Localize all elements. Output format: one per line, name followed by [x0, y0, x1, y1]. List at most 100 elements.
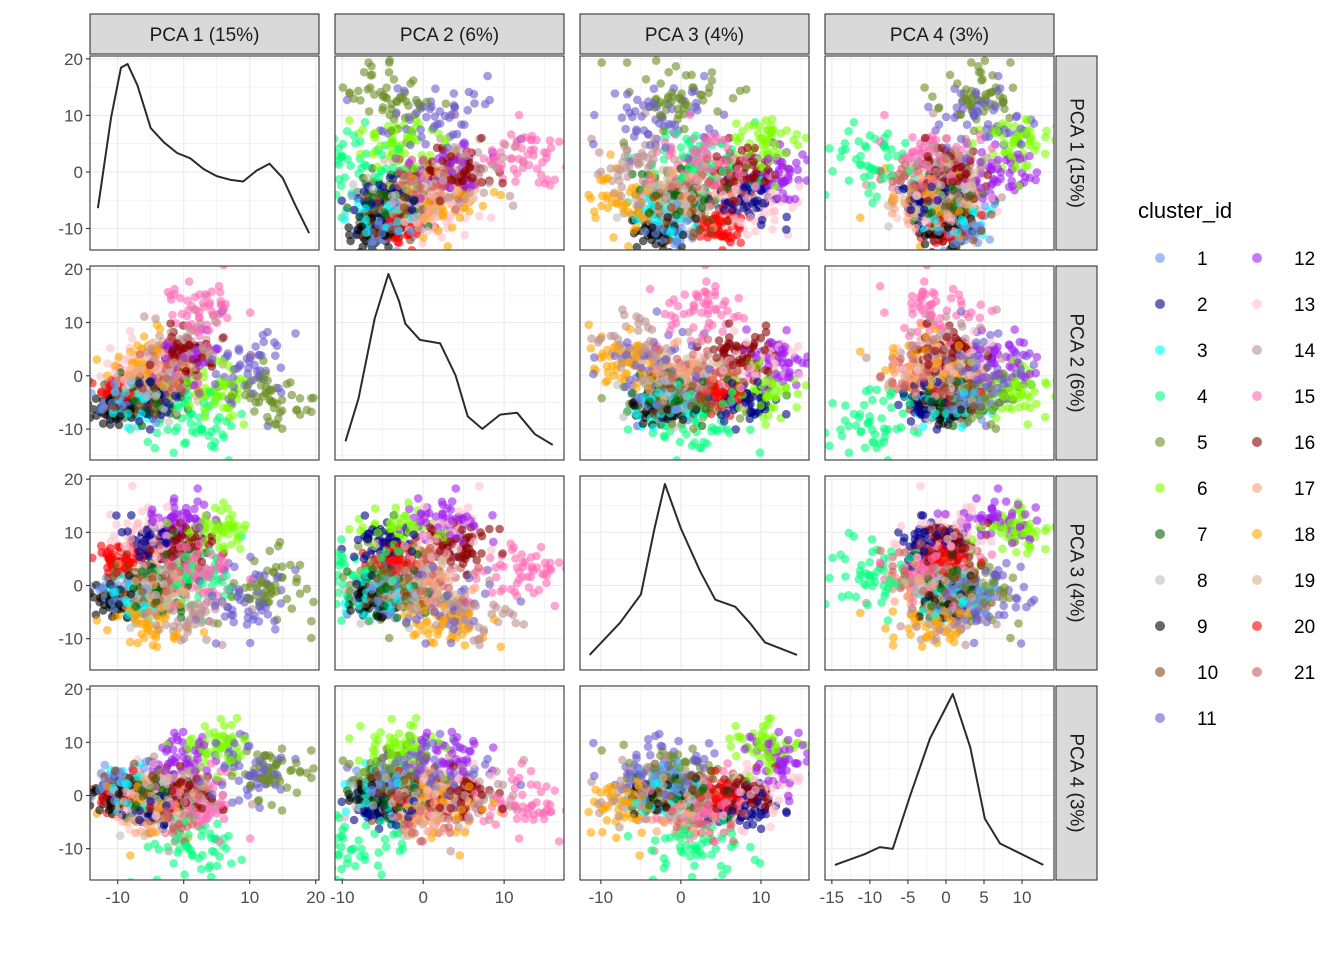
- point: [712, 213, 721, 223]
- point: [135, 378, 144, 388]
- point: [616, 191, 626, 201]
- point: [202, 291, 211, 301]
- point: [943, 251, 952, 260]
- point: [121, 388, 131, 397]
- point: [735, 414, 745, 423]
- point: [477, 133, 486, 143]
- point: [889, 184, 899, 194]
- point: [617, 182, 626, 192]
- point: [760, 177, 769, 186]
- point: [624, 242, 633, 250]
- point: [736, 238, 745, 247]
- point: [423, 227, 432, 236]
- point: [663, 213, 672, 222]
- point: [615, 176, 624, 185]
- point: [362, 228, 371, 237]
- point: [425, 165, 435, 175]
- point: [608, 198, 617, 207]
- point: [908, 133, 917, 142]
- point: [254, 350, 264, 360]
- point: [931, 135, 941, 145]
- point: [320, 375, 329, 384]
- point: [270, 338, 279, 347]
- point: [728, 196, 738, 206]
- point: [876, 166, 885, 176]
- point: [475, 167, 485, 177]
- point: [542, 175, 552, 184]
- point: [374, 201, 384, 211]
- point: [728, 93, 738, 103]
- point: [762, 138, 772, 147]
- point: [224, 456, 233, 460]
- point: [435, 196, 445, 206]
- point: [969, 126, 979, 136]
- point: [952, 228, 962, 237]
- point: [713, 107, 722, 116]
- point: [394, 181, 403, 190]
- point: [506, 130, 516, 139]
- point: [594, 148, 604, 157]
- point: [438, 176, 448, 185]
- point: [445, 193, 454, 202]
- point: [609, 233, 618, 242]
- point: [561, 163, 564, 171]
- point: [501, 140, 510, 150]
- point: [212, 424, 221, 433]
- point: [200, 412, 210, 422]
- point: [887, 145, 896, 154]
- point: [95, 405, 104, 414]
- point: [764, 154, 773, 163]
- point: [335, 160, 343, 169]
- point: [419, 233, 428, 242]
- point: [174, 403, 183, 413]
- point: [906, 205, 916, 215]
- point: [478, 201, 488, 211]
- point: [785, 165, 794, 174]
- point: [958, 104, 967, 114]
- point: [712, 152, 721, 161]
- point: [606, 164, 616, 173]
- panel-border: [89, 55, 320, 251]
- point: [406, 140, 415, 150]
- point: [961, 85, 971, 94]
- point: [632, 242, 642, 250]
- y-tick-label: 10: [64, 106, 83, 125]
- point: [641, 75, 651, 84]
- point: [226, 379, 236, 388]
- point: [149, 384, 159, 393]
- point: [638, 101, 648, 110]
- point: [912, 191, 922, 200]
- point: [919, 205, 929, 215]
- point: [864, 188, 873, 198]
- point: [872, 192, 881, 201]
- point: [624, 162, 634, 172]
- point: [404, 186, 414, 195]
- point: [988, 71, 997, 80]
- point: [363, 173, 373, 183]
- point: [433, 166, 443, 176]
- point: [115, 411, 125, 421]
- point: [986, 181, 996, 190]
- point: [921, 215, 930, 225]
- point: [732, 230, 742, 240]
- point: [356, 137, 365, 146]
- point: [749, 173, 759, 182]
- point: [192, 305, 201, 315]
- point: [486, 213, 496, 223]
- point: [439, 207, 448, 217]
- point: [123, 423, 133, 432]
- point: [660, 99, 670, 108]
- point: [1016, 124, 1025, 133]
- point: [651, 56, 661, 65]
- point: [637, 112, 646, 121]
- point: [992, 127, 1001, 136]
- point: [218, 306, 228, 315]
- point: [667, 249, 672, 250]
- point: [732, 186, 741, 196]
- point: [445, 183, 455, 193]
- point: [976, 226, 986, 236]
- point: [428, 124, 438, 133]
- point: [359, 67, 369, 77]
